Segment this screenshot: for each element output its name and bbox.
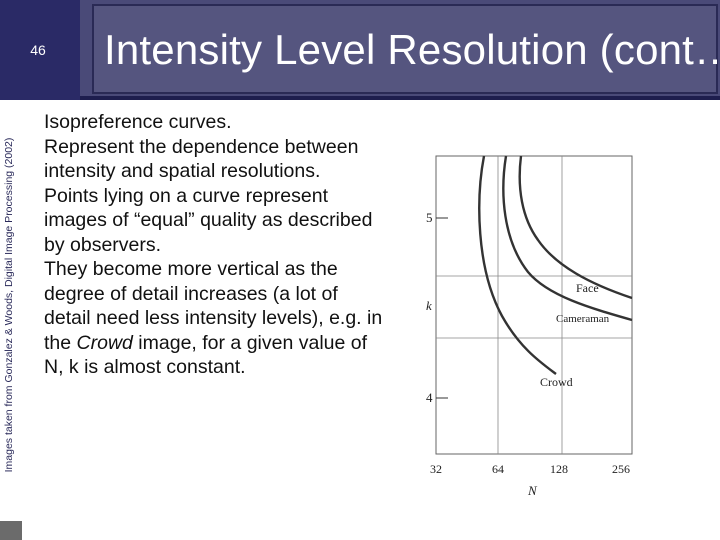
slide-number-panel [0, 0, 80, 100]
x-tick-label: 256 [612, 462, 630, 476]
slide-number: 46 [30, 42, 46, 58]
corner-logo [0, 521, 22, 540]
body-paragraph: Represent the dependence between intensi… [44, 135, 359, 183]
face-label: Face [576, 281, 599, 295]
body-paragraph: Isopreference curves. [44, 111, 232, 133]
slide-title: Intensity Level Resolution (cont…) [104, 26, 720, 73]
plot-frame [435, 155, 633, 455]
body-paragraph: They become more vertical as the degree … [44, 257, 389, 380]
crowd-curve [478, 155, 557, 375]
y-tick-label: 4 [426, 390, 433, 405]
body-paragraph: Points lying on a curve represent images… [44, 184, 373, 256]
cameraman-label: Cameraman [556, 313, 610, 325]
x-tick-label: 64 [492, 462, 504, 476]
body-text-run: image, for a given value of N, k is almo… [44, 331, 368, 379]
left-sidebar: Images taken from Gonzalez & Woods, Digi… [0, 0, 18, 540]
face-curve [518, 155, 633, 300]
isopreference-plot: 5 4 k 32 64 128 256 N Face Cameraman Cro… [426, 155, 633, 498]
cameraman-curve [502, 155, 633, 322]
x-axis-label: N [527, 483, 538, 498]
crowd-label: Crowd [540, 375, 573, 389]
title-panel [92, 4, 718, 94]
emphasis-crowd: Crowd [76, 331, 133, 354]
slide-body: Isopreference curves. Represent the depe… [44, 110, 389, 380]
x-tick-label: 128 [550, 462, 568, 476]
body-text-run: They become more vertical as the degree … [44, 258, 383, 354]
image-credit: Images taken from Gonzalez & Woods, Digi… [3, 137, 15, 473]
isopreference-figure: 5 4 k 32 64 128 256 N Face Cameraman Cro… [400, 148, 640, 508]
x-tick-label: 32 [430, 462, 442, 476]
y-tick-label: 5 [426, 210, 433, 225]
y-axis-label: k [426, 298, 432, 313]
